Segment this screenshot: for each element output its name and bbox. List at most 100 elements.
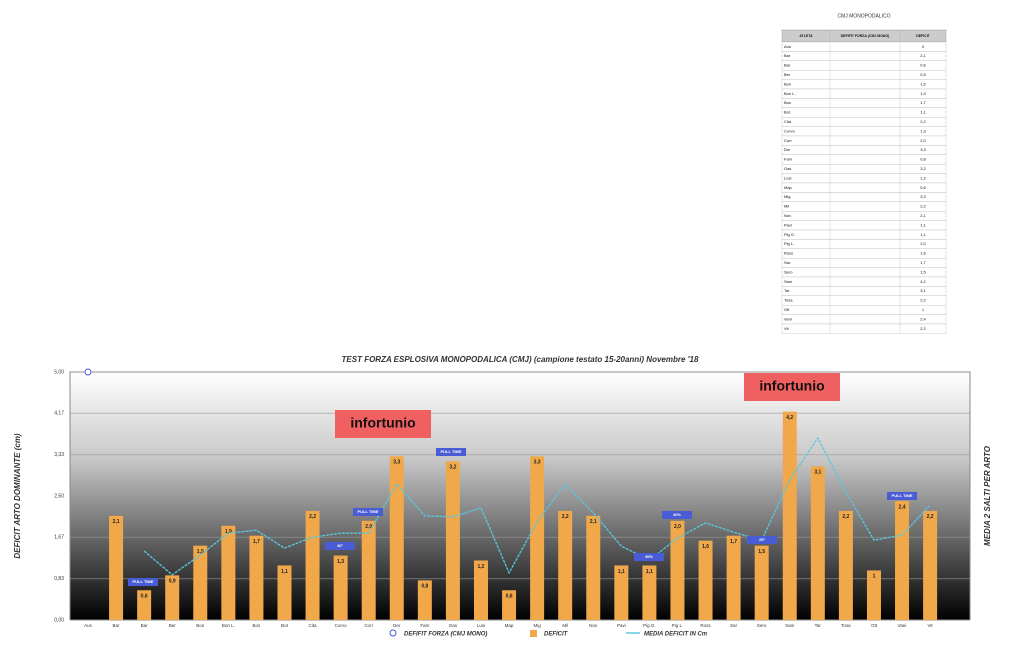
data-label: 2,2 — [842, 514, 849, 520]
data-label: 2,2 — [927, 514, 934, 520]
x-tick-label: Nov — [589, 623, 598, 628]
line — [143, 436, 931, 576]
table-cell: Lusi — [784, 175, 791, 180]
annotation: 40° — [337, 543, 343, 548]
table-cell: 1 — [922, 307, 925, 312]
annotation: PULL TIME — [440, 449, 461, 454]
table-cell: 0 — [922, 44, 925, 49]
bar — [445, 461, 460, 620]
table-cell: 1,5 — [920, 269, 926, 274]
data-label: 1,9 — [225, 529, 232, 535]
x-tick-label: Vit — [928, 623, 934, 628]
annotation-box — [325, 542, 355, 550]
table-row — [781, 323, 947, 334]
data-label: 2,4 — [899, 504, 906, 510]
x-tick-label: Fam — [420, 623, 429, 628]
table-cell: 1,2 — [920, 175, 926, 180]
table: CMJ MONOPODALICO ATLETA DEFIFIT FORZA (CMJ… — [781, 13, 947, 334]
data-label: 3,1 — [814, 470, 821, 476]
bar — [473, 560, 488, 620]
table-cell: 1,1 — [920, 222, 926, 227]
data-label: 0,6 — [506, 594, 513, 600]
y-label: DEFICIT ARTO DOMINANTE (cm) — [13, 433, 22, 559]
x-tick-label: Corvo — [335, 623, 348, 628]
legend-swatch — [389, 629, 397, 637]
bar — [277, 565, 292, 620]
bar — [586, 515, 601, 620]
table-cell: 1,5 — [920, 81, 926, 86]
table-cell: 2,0 — [920, 241, 926, 246]
table-cell: Sar — [784, 260, 791, 265]
table-cell: 0,6 — [920, 185, 926, 190]
table-title: CMJ MONOPODALICO — [837, 13, 890, 19]
data-label: 1,2 — [478, 564, 485, 570]
x-tick-label: Ross — [700, 623, 711, 628]
x-tick-label: Bon — [196, 623, 205, 628]
x-tick-label: Bon L. — [222, 623, 235, 628]
annotation-box — [436, 448, 466, 456]
annotation-box — [747, 536, 777, 544]
table-cell: 2,4 — [920, 316, 926, 321]
data-label: 1,5 — [197, 549, 204, 555]
data-label: 0,8 — [421, 584, 428, 590]
table-cell: 3,3 — [920, 147, 926, 152]
x-tick-label: Corr — [364, 623, 373, 628]
table-cell: Sero — [784, 269, 793, 274]
annotation: infortunio — [350, 415, 415, 431]
bar — [193, 545, 208, 620]
bar — [923, 510, 938, 620]
data-label: 0,6 — [141, 594, 148, 600]
bar — [670, 520, 685, 620]
x-tick-label: Bar — [141, 623, 149, 628]
x-tick-label: Map — [505, 623, 514, 628]
table-cell: Tar — [784, 288, 790, 293]
data-label: 1 — [873, 574, 876, 580]
table-cell: Aus — [784, 44, 791, 49]
point — [84, 368, 92, 376]
y-tick-label: 4,17 — [54, 410, 64, 416]
table-cell: 0,8 — [920, 157, 926, 162]
bar — [838, 510, 853, 620]
bar — [726, 535, 741, 620]
x-tick-label: Gas — [449, 623, 458, 628]
x-tick-label: Sam — [785, 623, 795, 628]
data-label: 2,1 — [113, 519, 120, 525]
y-tick-label: 1,67 — [54, 534, 64, 540]
table-cell: Map — [784, 185, 793, 190]
annotation-box — [335, 410, 431, 438]
annotation: 25° — [759, 537, 765, 542]
legend-label: MEDIA DEFICIT IN Cm — [644, 632, 708, 638]
x-tick-label: Bot — [281, 623, 289, 628]
bar — [165, 575, 180, 620]
x-tick-label: Pig L. — [672, 623, 684, 628]
data-label: 1,1 — [646, 569, 653, 575]
table-cell: Bon L. — [784, 91, 796, 96]
data-label: 3,3 — [534, 460, 541, 466]
y-tick-label: 0,83 — [54, 576, 64, 582]
data-label: 3,3 — [393, 460, 400, 466]
table-cell: 2,1 — [920, 53, 926, 58]
table-cell: 3,3 — [920, 194, 926, 199]
bar — [866, 570, 881, 620]
table-cell: Mig — [784, 194, 790, 199]
table-cell: Sam — [784, 279, 793, 284]
data-label: 3,2 — [449, 465, 456, 471]
annotation-box — [353, 508, 383, 516]
table-cell: Nov — [784, 213, 791, 218]
table-cell: 2,2 — [920, 298, 926, 303]
annotation: infortunio — [759, 378, 824, 394]
table-header: ATLETA — [799, 34, 813, 38]
bar — [361, 520, 376, 620]
table-cell: 1,7 — [920, 100, 926, 105]
table-cell: Bar — [784, 63, 791, 68]
table-cell: 0,9 — [920, 72, 926, 77]
x-tick-label: Sar — [730, 623, 738, 628]
table-cell: Fam — [784, 157, 793, 162]
bar — [782, 411, 797, 620]
y-tick-label: 2,50 — [54, 493, 64, 499]
data-label: 4,2 — [786, 415, 793, 421]
bar — [137, 590, 152, 620]
table-cell: Pig L. — [784, 241, 794, 246]
table-cell: 2,1 — [920, 213, 926, 218]
bar — [305, 510, 320, 620]
